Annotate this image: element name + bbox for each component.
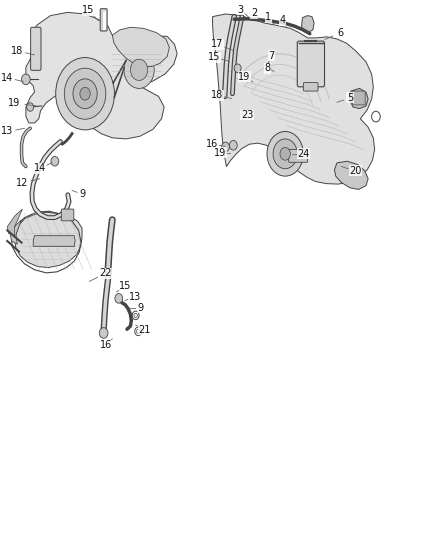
FancyBboxPatch shape [61, 209, 74, 221]
FancyBboxPatch shape [297, 41, 325, 87]
Polygon shape [335, 161, 368, 189]
Text: 15: 15 [208, 52, 220, 62]
FancyBboxPatch shape [289, 150, 307, 163]
Circle shape [64, 68, 106, 119]
Circle shape [234, 64, 241, 72]
Text: 2: 2 [251, 9, 257, 19]
Text: 16: 16 [100, 340, 112, 350]
Text: 14: 14 [35, 163, 47, 173]
Text: 9: 9 [79, 189, 85, 199]
Polygon shape [26, 12, 177, 139]
Circle shape [56, 58, 114, 130]
Circle shape [273, 139, 297, 168]
Text: 12: 12 [16, 178, 28, 188]
Text: 15: 15 [119, 281, 131, 290]
Circle shape [222, 142, 230, 152]
Text: 1: 1 [265, 12, 272, 22]
Circle shape [27, 103, 34, 111]
Text: 14: 14 [1, 73, 14, 83]
Text: 7: 7 [268, 51, 275, 61]
Text: 6: 6 [337, 28, 343, 38]
Polygon shape [350, 88, 368, 109]
Polygon shape [11, 220, 21, 244]
Text: 3: 3 [237, 5, 244, 15]
FancyBboxPatch shape [31, 27, 41, 70]
Polygon shape [33, 236, 75, 246]
Text: 19: 19 [7, 98, 20, 108]
Polygon shape [112, 27, 170, 67]
Text: 13: 13 [129, 292, 141, 302]
Text: 23: 23 [241, 110, 253, 120]
Text: 16: 16 [206, 139, 219, 149]
Text: 22: 22 [99, 269, 112, 278]
Circle shape [73, 79, 97, 109]
Circle shape [80, 87, 90, 100]
Polygon shape [212, 14, 374, 184]
FancyBboxPatch shape [100, 9, 107, 31]
Circle shape [124, 51, 154, 88]
Text: 18: 18 [11, 46, 23, 55]
Circle shape [267, 132, 304, 176]
Text: 4: 4 [279, 15, 285, 26]
Text: 20: 20 [349, 166, 361, 176]
Text: 18: 18 [211, 90, 223, 100]
Circle shape [230, 141, 237, 150]
Circle shape [21, 74, 30, 85]
Text: 9: 9 [138, 303, 144, 313]
Text: 24: 24 [297, 149, 310, 159]
Text: 17: 17 [211, 39, 223, 49]
Polygon shape [302, 15, 314, 33]
Text: 15: 15 [82, 5, 95, 15]
Polygon shape [7, 209, 22, 236]
Text: 13: 13 [1, 126, 14, 136]
Circle shape [131, 59, 148, 80]
Text: 21: 21 [138, 325, 151, 335]
Circle shape [51, 157, 59, 166]
Text: 19: 19 [238, 72, 251, 82]
Text: 19: 19 [214, 148, 226, 158]
Circle shape [280, 148, 290, 160]
Text: 8: 8 [265, 63, 271, 73]
FancyBboxPatch shape [353, 91, 365, 105]
Text: 5: 5 [347, 93, 353, 103]
Circle shape [115, 294, 123, 303]
FancyBboxPatch shape [304, 83, 318, 91]
Polygon shape [14, 212, 82, 268]
Circle shape [99, 328, 108, 338]
